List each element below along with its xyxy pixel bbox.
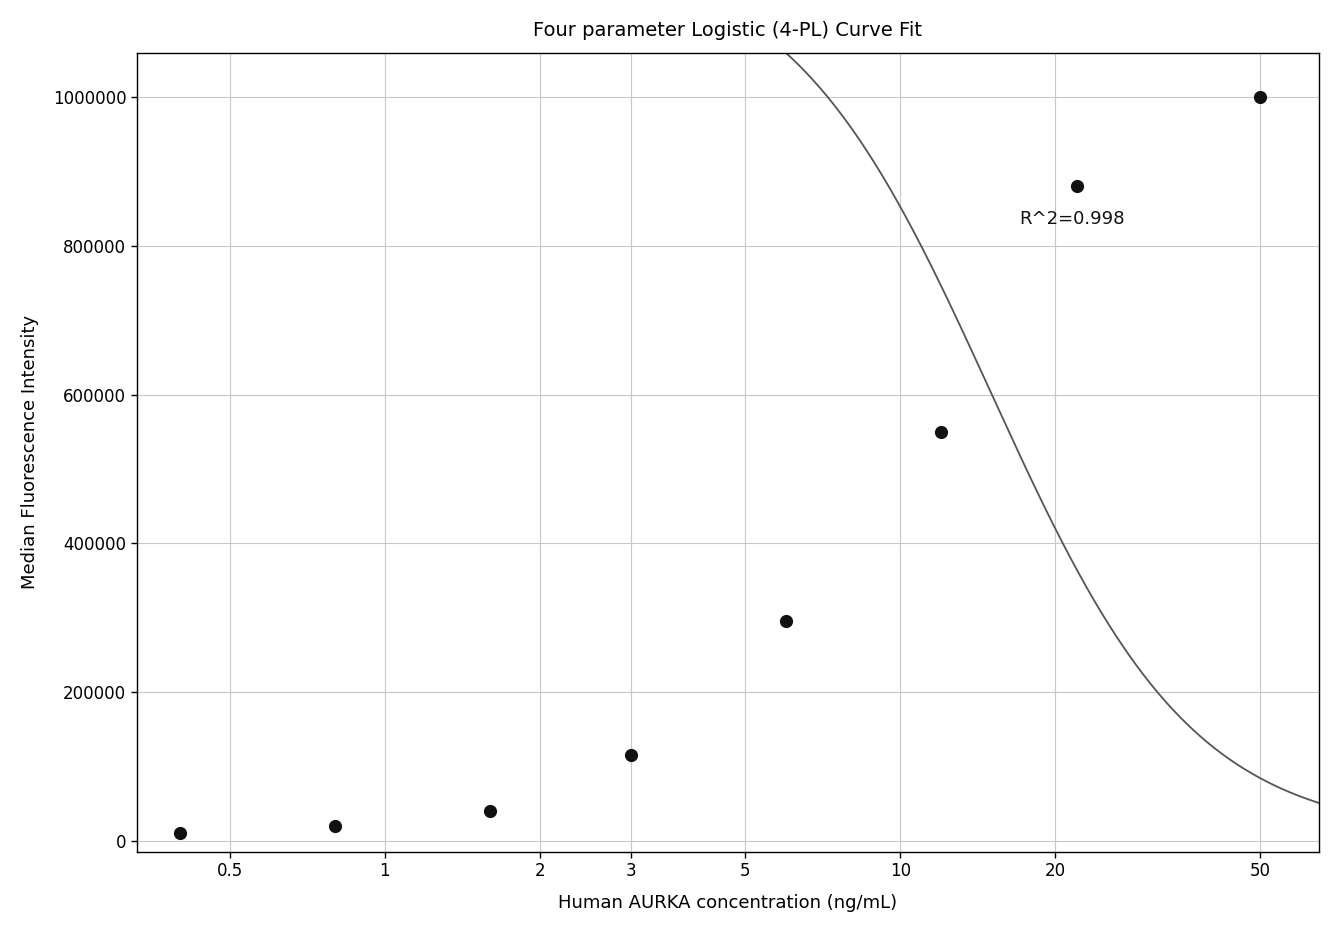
Point: [930, 425, 951, 439]
Point: [1250, 90, 1272, 104]
Point: [480, 803, 501, 818]
Point: [324, 818, 346, 833]
Text: R^2=0.998: R^2=0.998: [1018, 210, 1124, 228]
Y-axis label: Median Fluorescence Intensity: Median Fluorescence Intensity: [21, 315, 39, 590]
Point: [775, 614, 796, 629]
Point: [620, 747, 642, 762]
Title: Four parameter Logistic (4-PL) Curve Fit: Four parameter Logistic (4-PL) Curve Fit: [533, 21, 922, 40]
Point: [169, 826, 190, 841]
Point: [1067, 179, 1088, 194]
X-axis label: Human AURKA concentration (ng/mL): Human AURKA concentration (ng/mL): [559, 894, 898, 912]
